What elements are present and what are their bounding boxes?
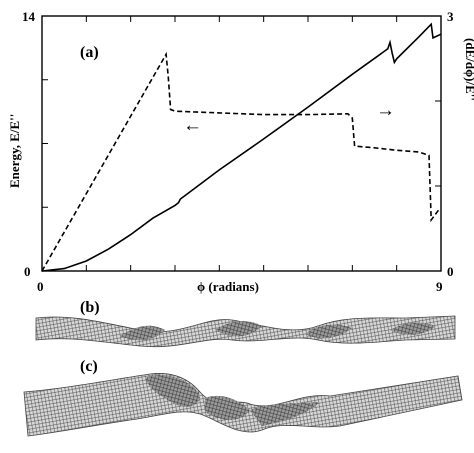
panel-label-a: (a)	[80, 44, 99, 61]
y-right-axis-title: (dE/dϕ)/E''	[463, 38, 474, 101]
tick-layer	[42, 16, 441, 271]
series-line-derivative-dashed	[41, 51, 441, 272]
y-left-tick-top: 14	[22, 9, 36, 24]
panel-label-c: (c)	[80, 358, 98, 375]
series-line-energy-solid	[41, 22, 442, 272]
x-axis-title: ϕ (radians)	[197, 279, 259, 294]
y-right-tick-top: 3	[447, 9, 454, 24]
left-axis-arrow: ←	[183, 115, 202, 136]
twisted-tube-c-image	[23, 373, 463, 437]
twisted-nanotube-panel-b: (b)	[35, 299, 456, 348]
x-tick-left: 0	[37, 279, 44, 294]
twisted-nanotube-panel-c: (c)	[23, 358, 463, 437]
x-tick-right: 9	[436, 279, 443, 294]
right-axis-arrow: →	[376, 100, 395, 121]
series-layer	[41, 22, 442, 272]
y-right-tick-bottom: 0	[447, 264, 454, 279]
y-left-axis-title: Energy, E/E''	[7, 114, 22, 188]
twisted-tube-b-image	[35, 315, 456, 348]
panel-label-b: (b)	[80, 299, 100, 316]
y-left-tick-bottom: 0	[24, 264, 31, 279]
energy-chart: (a) 14 0 3 0 0 9 ϕ (radians) Energy, E/E…	[7, 9, 474, 294]
